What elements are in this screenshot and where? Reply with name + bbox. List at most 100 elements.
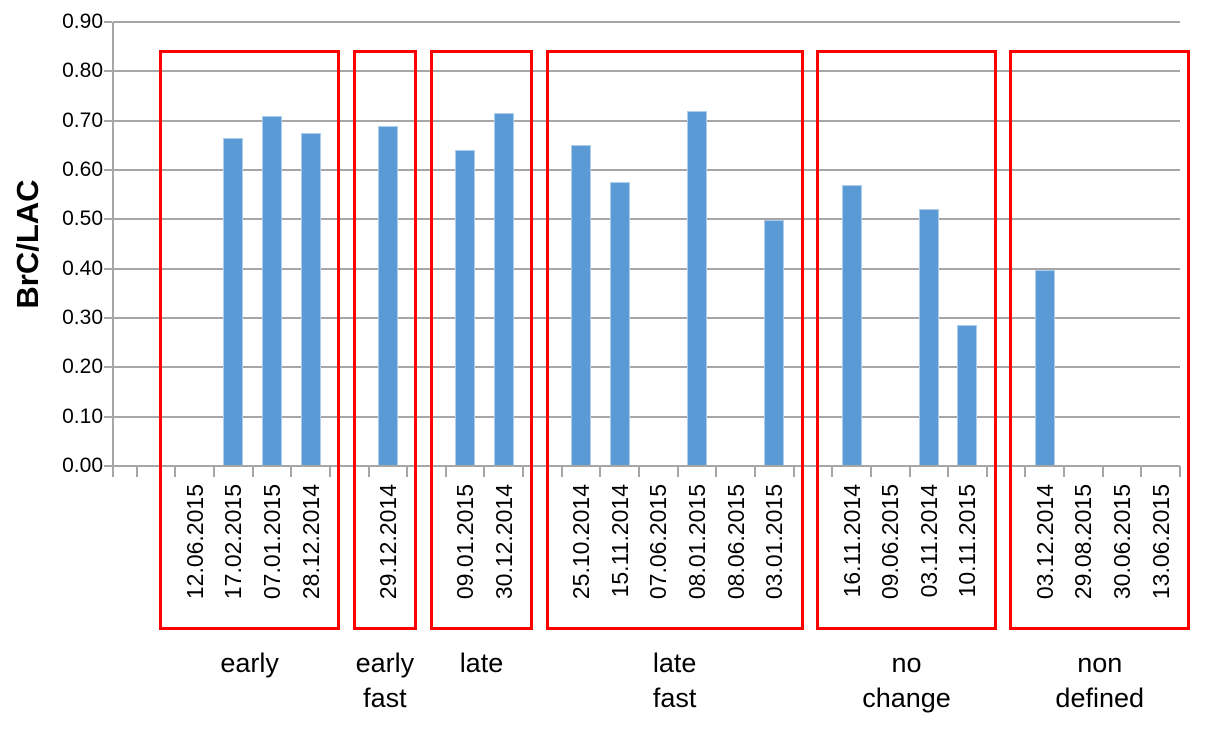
group-label-line: defined (1055, 683, 1145, 713)
x-tick-label: 07.01.2015 (258, 484, 285, 600)
x-axis-tick (1140, 466, 1143, 477)
x-axis-tick (328, 466, 331, 477)
y-tick-label: 0.50 (62, 207, 103, 231)
x-tick-label: 03.11.2014 (915, 484, 942, 598)
x-tick-label: 08.01.2015 (684, 484, 710, 600)
y-tick-label: 0.10 (62, 404, 103, 428)
x-tick-label: 08.06.2015 (722, 484, 749, 600)
x-axis-tick (638, 466, 641, 477)
group-label-line: late (652, 648, 697, 678)
group-label-line: late (459, 648, 504, 678)
group-label-non-defined: non defined (990, 646, 1206, 716)
x-axis-tick (174, 466, 177, 477)
x-tick-label: 28.12.2014 (297, 484, 324, 600)
y-axis-tick (104, 21, 112, 23)
x-axis-tick (367, 466, 370, 477)
gridline (113, 70, 1180, 73)
x-tick-label: 29.12.2014 (374, 484, 401, 600)
group-box-early-fast (352, 50, 418, 630)
x-axis-tick (831, 466, 834, 477)
y-axis-line (112, 22, 114, 477)
y-axis-tick (104, 70, 112, 73)
x-tick-label: 17.02.2015 (220, 484, 247, 600)
gridline (113, 21, 1180, 23)
x-tick-label: 03.01.2015 (761, 484, 788, 600)
y-axis-tick (104, 366, 112, 369)
gridline (113, 415, 1180, 418)
gridline (113, 218, 1180, 221)
group-label-early: early (140, 646, 360, 681)
x-axis-tick (869, 466, 872, 477)
x-axis-tick (676, 466, 679, 477)
x-axis-tick (1101, 466, 1104, 477)
x-tick-label: 25.10.2014 (568, 484, 595, 600)
y-axis-tick (104, 169, 112, 171)
x-axis-tick (753, 466, 756, 477)
y-axis-tick (104, 465, 112, 467)
y-tick-label: 0.40 (62, 256, 103, 280)
group-label-line: early (220, 648, 279, 678)
group-label-line: non (1077, 648, 1123, 678)
x-axis-tick (406, 466, 409, 477)
x-axis-tick (522, 466, 525, 477)
group-box-late-fast (545, 50, 804, 630)
x-tick-label: 30.12.2014 (490, 484, 517, 600)
x-axis-tick (1179, 466, 1181, 477)
group-box-non-defined (1009, 50, 1190, 630)
group-label-line: no (891, 648, 922, 678)
group-label-line: fast (363, 683, 407, 713)
x-axis-tick (135, 466, 138, 477)
x-axis-tick (908, 466, 911, 477)
x-tick-label: 12.06.2015 (181, 484, 208, 600)
x-axis-tick (1024, 466, 1027, 477)
x-axis-tick (599, 466, 602, 477)
x-axis-tick (715, 466, 718, 477)
group-label-late-fast: late fast (565, 646, 785, 716)
x-axis-tick (213, 466, 215, 477)
y-tick-label: 0.70 (62, 108, 103, 132)
gridline (113, 169, 1180, 171)
x-axis-tick (251, 466, 254, 477)
y-axis-tick (104, 267, 112, 270)
group-label-line: fast (652, 683, 697, 713)
group-label-early-fast: early fast (275, 646, 495, 716)
x-axis-tick (947, 466, 950, 477)
y-tick-label: 0.30 (62, 306, 103, 329)
group-label-line: early (355, 648, 415, 678)
group-box-late (429, 50, 534, 630)
x-tick-label: 13.06.2015 (1147, 484, 1174, 600)
x-axis-tick (985, 466, 988, 477)
group-box-no-change (816, 50, 997, 630)
x-tick-label: 03.12.2014 (1031, 484, 1058, 600)
group-label-no-change: no change (797, 646, 1017, 716)
x-tick-label: 09.01.2015 (452, 484, 479, 600)
y-axis-tick (104, 415, 112, 418)
group-label-line: change (862, 683, 951, 713)
y-axis-tick (104, 317, 112, 319)
y-tick-label: 0.80 (62, 59, 103, 83)
x-tick-label: 10.11.2015 (954, 484, 981, 598)
x-axis-tick (792, 466, 795, 477)
x-tick-label: 07.06.2015 (645, 484, 672, 600)
x-axis-line (113, 465, 1180, 467)
y-tick-label: 0.20 (62, 355, 103, 379)
gridline (113, 317, 1180, 319)
y-tick-label: 0.90 (62, 10, 103, 33)
x-axis-tick (444, 466, 447, 477)
group-label-late: late (371, 646, 591, 681)
x-tick-label: 30.06.2015 (1109, 484, 1136, 600)
group-box-early (159, 50, 340, 630)
x-tick-label: 29.08.2015 (1070, 484, 1097, 600)
gridline (113, 119, 1180, 122)
x-axis-tick (290, 466, 293, 477)
x-tick-label: 16.11.2014 (838, 484, 865, 598)
y-axis-tick (104, 119, 112, 122)
y-axis-tick (104, 218, 112, 221)
x-axis-tick (1063, 466, 1066, 477)
x-tick-label: 15.11.2014 (606, 484, 633, 598)
y-tick-label: 0.00 (62, 454, 103, 477)
x-axis-tick (483, 466, 486, 477)
gridline (113, 267, 1180, 270)
y-tick-label: 0.60 (62, 158, 103, 181)
